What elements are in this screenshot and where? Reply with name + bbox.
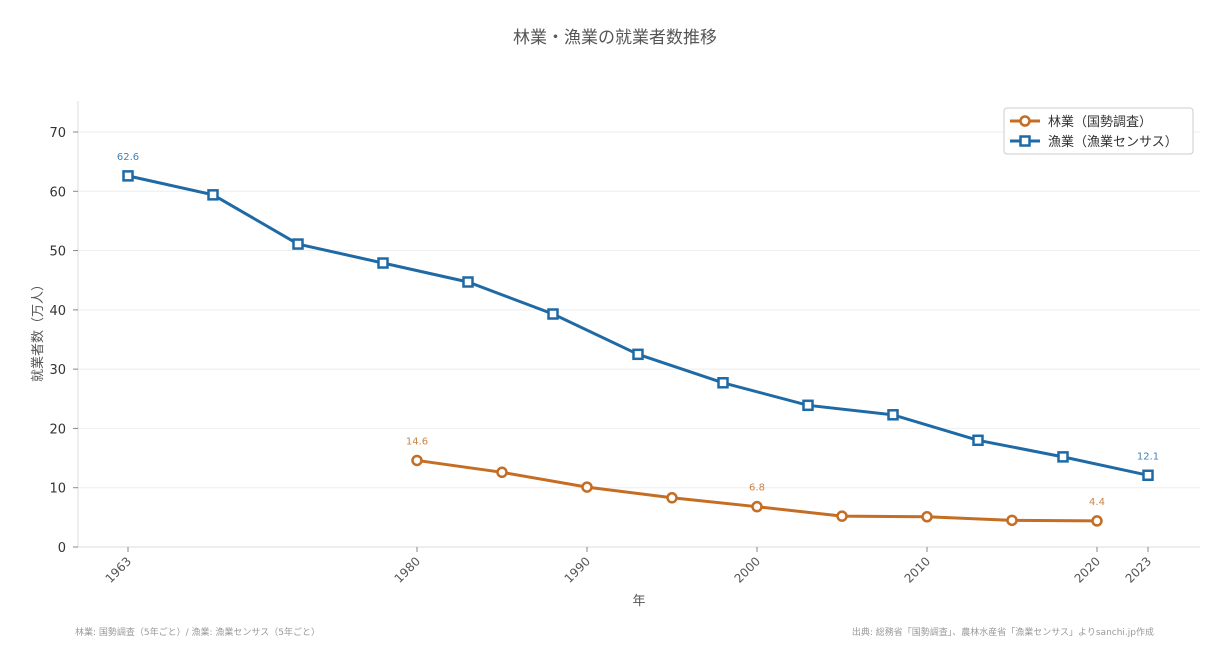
data-point <box>411 454 423 467</box>
data-point <box>581 481 593 493</box>
grid <box>78 131 1200 489</box>
data-label: 62.6 <box>117 152 139 163</box>
y-tick-label: 60 <box>49 185 66 200</box>
legend-label-fishery: 漁業（漁業センサス） <box>1048 134 1178 150</box>
data-point <box>547 308 559 320</box>
data-point <box>1006 514 1018 527</box>
legend-circle-marker <box>1019 115 1031 127</box>
x-tick-label: 2010 <box>902 554 933 585</box>
series-line <box>127 174 1149 477</box>
y-tick-label: 40 <box>49 304 66 319</box>
y-tick-label: 50 <box>49 245 66 260</box>
data-point <box>377 257 389 269</box>
x-tick-label: 1980 <box>392 554 423 585</box>
data-point <box>462 276 474 288</box>
data-label: 4.4 <box>1089 497 1105 508</box>
y-tick-label: 20 <box>49 422 66 437</box>
data-point <box>802 399 814 412</box>
data-point <box>632 348 644 361</box>
data-point <box>207 189 219 201</box>
y-tick-label: 10 <box>49 482 66 497</box>
x-tick-label: 2000 <box>732 554 763 585</box>
legend: 林業（国勢調査） 漁業（漁業センサス） <box>1003 107 1194 155</box>
y-tick-label: 30 <box>49 363 66 378</box>
data-point <box>1091 515 1103 527</box>
y-tick-label: 0 <box>58 541 66 556</box>
data-label: 14.6 <box>406 436 428 447</box>
data-point <box>887 409 899 421</box>
series-fishery: 62.6 12.1 <box>117 152 1159 482</box>
data-point <box>122 170 134 182</box>
legend-label-forestry: 林業（国勢調査） <box>1048 114 1152 130</box>
legend-square-marker <box>1019 135 1031 147</box>
x-axis-label: 年 <box>632 594 645 609</box>
data-point <box>717 377 729 389</box>
footnote-right: 出典: 総務省「国勢調査」、農林水産省「漁業センサス」よりsanchi.jp作成 <box>852 626 1154 638</box>
x-tick-label: 2020 <box>1072 554 1103 585</box>
data-point <box>496 466 508 479</box>
data-label: 12.1 <box>1137 451 1159 462</box>
data-point <box>972 434 984 447</box>
y-tick-label: 70 <box>49 126 66 141</box>
chart-title: 林業・漁業の就業者数推移 <box>513 28 717 48</box>
data-point <box>666 492 678 504</box>
series-forestry: 14.6 6.8 4.4 <box>406 436 1105 527</box>
data-point <box>1142 469 1154 482</box>
data-point <box>921 511 933 523</box>
x-tick-label: 2023 <box>1123 554 1154 585</box>
x-tick-label: 1990 <box>562 554 593 585</box>
footnote-left: 林業: 国勢調査（5年ごと）/ 漁業: 漁業センサス（5年ごと） <box>75 626 320 638</box>
data-point <box>836 510 848 522</box>
data-point <box>751 500 763 513</box>
x-tick-label: 1963 <box>103 554 134 585</box>
y-axis-label: 就業者数（万人） <box>30 278 46 382</box>
data-point <box>292 238 304 250</box>
data-point <box>1057 451 1069 463</box>
data-label: 6.8 <box>749 483 765 494</box>
